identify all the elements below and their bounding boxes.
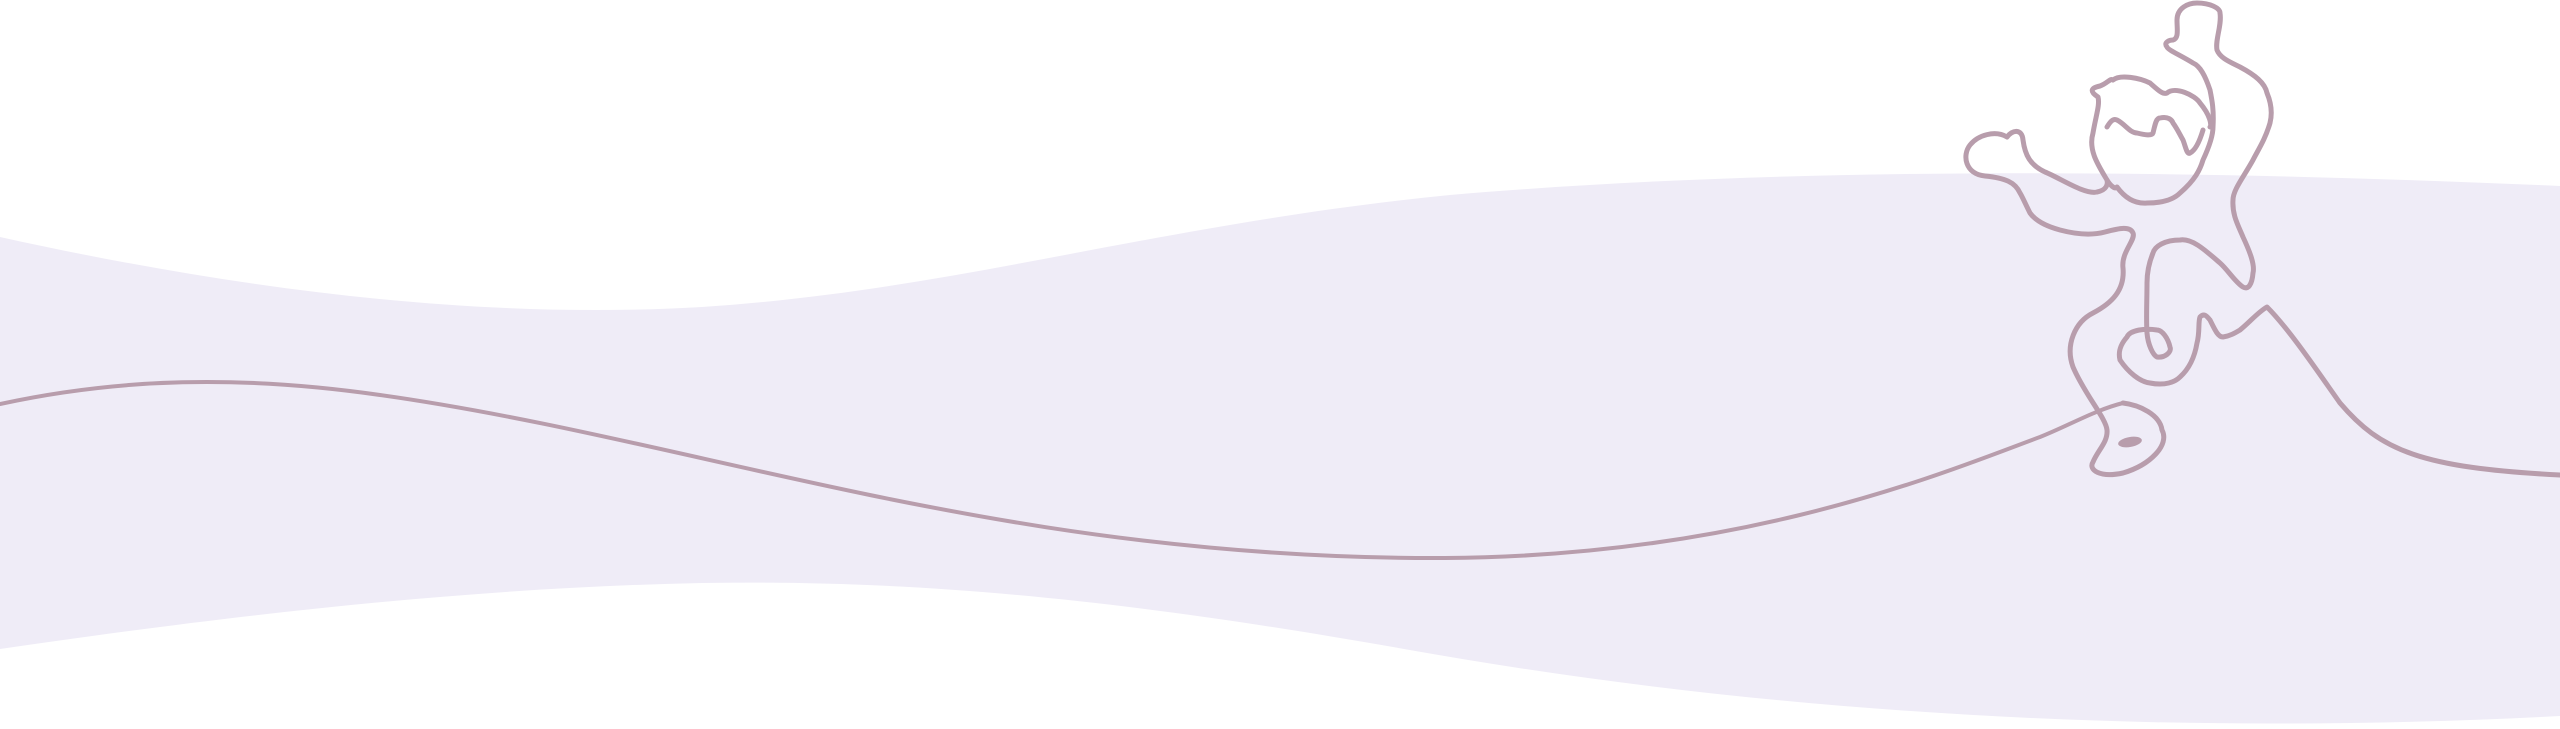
figure-head [2104, 0, 2560, 478]
figure-leg-and-foot [1963, 74, 2214, 478]
lavender-wave-band [0, 173, 2560, 724]
flowing-line [0, 379, 2125, 561]
figure-hair [2104, 115, 2206, 156]
figure-foot-mark [2118, 436, 2142, 448]
